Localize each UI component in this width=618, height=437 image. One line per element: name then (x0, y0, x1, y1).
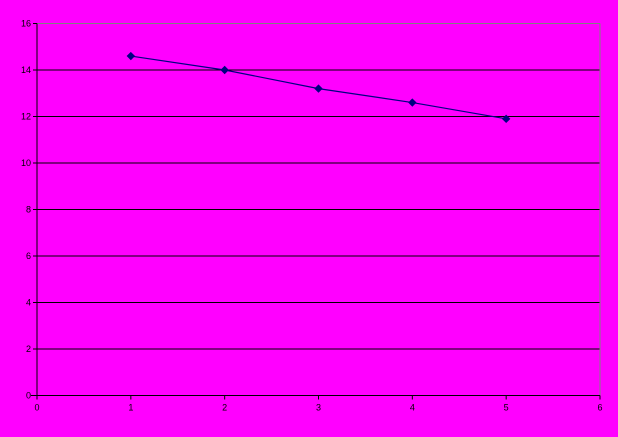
y-tick-label: 6 (26, 251, 31, 261)
data-point-marker (408, 98, 417, 107)
y-tick-label: 0 (26, 391, 31, 401)
x-tick-label: 0 (34, 403, 39, 413)
data-point-marker (501, 114, 511, 124)
y-tick-label: 10 (21, 158, 31, 168)
y-tick-label: 12 (21, 112, 31, 122)
x-tick-label: 2 (222, 403, 227, 413)
y-tick-label: 8 (26, 205, 31, 215)
x-tick-label: 4 (410, 403, 415, 413)
y-tick-label: 16 (21, 19, 31, 29)
x-tick-label: 3 (316, 403, 321, 413)
y-tick-label: 14 (21, 65, 31, 75)
data-point-marker (220, 65, 229, 75)
data-point-marker (126, 51, 136, 61)
data-point-marker (314, 84, 323, 93)
y-tick-label: 2 (26, 344, 31, 354)
x-tick-label: 5 (504, 403, 509, 413)
y-tick-label: 4 (26, 298, 31, 308)
x-tick-label: 6 (597, 403, 602, 413)
x-tick-label: 1 (128, 403, 133, 413)
